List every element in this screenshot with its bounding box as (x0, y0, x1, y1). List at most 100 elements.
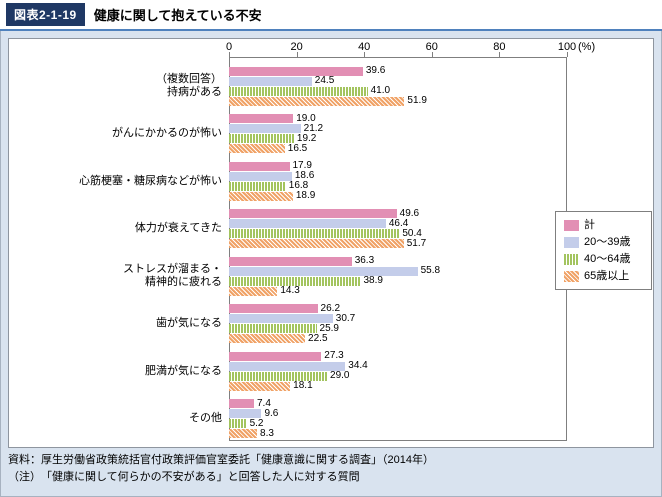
bar-計 (229, 161, 290, 171)
category-label: 歯が気になる (156, 317, 222, 329)
bar-row: 51.9 (229, 96, 567, 106)
x-axis-tick-label: 40 (358, 41, 371, 53)
bar-cluster: 17.9 18.6 16.8 18.9 (229, 161, 567, 201)
legend-label: 20～39歳 (584, 236, 631, 248)
bar-row: 34.4 (229, 361, 567, 371)
bar-value-label: 19.2 (296, 132, 317, 144)
bar-cluster: 19.0 21.2 19.2 16.5 (229, 112, 567, 154)
bar-value-label: 25.9 (319, 322, 339, 334)
bar-value-label: 30.7 (335, 312, 356, 324)
bar-value-label: 19.0 (296, 112, 316, 124)
bar-row: 41.0 (229, 86, 567, 96)
bar-value-label: 29.0 (330, 370, 350, 381)
bar-value-label: 16.5 (287, 142, 308, 154)
category-label: 体力が衰えてきた (134, 222, 222, 234)
bar-value-label: 49.6 (399, 207, 420, 219)
bar-20～39歳 (229, 266, 418, 276)
bar-row: 55.8 (229, 266, 567, 276)
bar-cluster: 39.6 24.5 41.0 51.9 (229, 66, 567, 106)
bar-row: 36.3 (229, 256, 567, 266)
bar-20～39歳 (229, 409, 262, 418)
bar-40～64歳 (229, 371, 328, 381)
category-group: がんにかかるのが怖い 19.0 21.2 19.2 16.5 (9, 112, 653, 154)
category-label: その他 (189, 412, 222, 424)
page-title: 健康に関して抱えている不安 (93, 8, 262, 23)
category-group: 体力が衰えてきた 49.6 46.4 50.4 51.7 (9, 207, 653, 249)
bar-row: 16.8 (229, 181, 567, 191)
bar-value-label: 34.4 (348, 360, 368, 371)
bar-20～39歳 (229, 171, 292, 181)
legend-swatch (564, 270, 579, 282)
bar-row: 38.9 (229, 276, 567, 286)
bar-20～39歳 (229, 219, 386, 228)
bar-cluster: 26.2 30.7 25.9 22.5 (229, 303, 567, 344)
legend-label: 65歳以上 (584, 270, 630, 282)
bar-groups: （複数回答） 持病がある 39.6 24.5 41.0 51.9 がんにかかるのが怖い 19.… (9, 57, 653, 446)
bar-row: 39.6 (229, 66, 567, 76)
bar-row: 30.7 (229, 312, 567, 324)
x-axis-tick-label: 0 (225, 41, 233, 53)
bar-cluster: 49.6 46.4 50.4 51.7 (229, 207, 567, 249)
category-label: ストレスが溜まる・ 精神的に疲れる (123, 263, 222, 288)
bar-row: 46.4 (229, 217, 567, 229)
legend-label: 40～64歳 (584, 253, 631, 265)
bar-row: 19.0 (229, 112, 567, 124)
bar-40～64歳 (229, 134, 294, 143)
bar-value-label: 39.6 (365, 65, 386, 76)
bar-65歳以上 (229, 334, 306, 343)
bar-40～64歳 (229, 181, 286, 191)
bar-row: 24.5 (229, 76, 567, 86)
bar-value-label: 9.6 (264, 407, 279, 419)
bar-計 (229, 351, 322, 361)
bar-value-label: 21.2 (303, 122, 324, 134)
bar-value-label: 46.4 (388, 217, 409, 229)
category-label: 肥満が気になる (145, 364, 222, 377)
bar-65歳以上 (229, 286, 278, 296)
legend-item: 計 (564, 219, 643, 231)
legend-swatch (564, 236, 579, 248)
bar-65歳以上 (229, 96, 405, 106)
legend: 計 20～39歳 40～64歳 65歳以上 (555, 211, 652, 290)
bar-20～39歳 (229, 314, 333, 323)
legend-item: 65歳以上 (564, 270, 643, 282)
bar-row: 16.5 (229, 142, 567, 154)
figure-number-badge: 図表2-1-19 (6, 3, 85, 26)
category-label: 心筋梗塞・糖尿病などが怖い (79, 174, 222, 187)
bar-value-label: 50.4 (402, 227, 422, 239)
bar-40～64歳 (229, 229, 400, 238)
bar-value-label: 7.4 (257, 397, 271, 409)
bar-20～39歳 (229, 124, 301, 133)
category-group: その他 7.4 9.6 5.2 8.3 (9, 397, 653, 439)
bar-65歳以上 (229, 239, 404, 248)
bar-65歳以上 (229, 429, 258, 438)
legend-swatch (564, 253, 579, 265)
legend-item: 40～64歳 (564, 253, 643, 265)
bar-計 (229, 209, 397, 218)
header: 図表2-1-19 健康に関して抱えている不安 (0, 0, 662, 31)
bar-cluster: 7.4 9.6 5.2 8.3 (229, 397, 567, 439)
category-group: ストレスが溜まる・ 精神的に疲れる 36.3 55.8 38.9 14.3 (9, 256, 653, 296)
bar-value-label: 24.5 (314, 75, 335, 86)
bar-row: 19.2 (229, 132, 567, 144)
x-axis-tick-label: 80 (493, 41, 506, 53)
source-note: 資料：厚生労働省政策統括官付政策評価官室委託「健康意識に関する調査」（2014年… (8, 454, 434, 466)
x-axis-tick-label: 20 (290, 41, 303, 53)
x-axis-unit-label: (%) (578, 41, 596, 53)
bar-65歳以上 (229, 381, 291, 391)
bar-cluster: 36.3 55.8 38.9 14.3 (229, 256, 567, 296)
bar-value-label: 18.9 (295, 190, 316, 201)
category-group: 歯が気になる 26.2 30.7 25.9 22.5 (9, 303, 653, 344)
bar-row: 14.3 (229, 286, 567, 296)
bar-value-label: 51.7 (406, 237, 427, 249)
legend-item: 20～39歳 (564, 236, 643, 248)
bar-value-label: 8.3 (260, 427, 274, 439)
bar-row: 9.6 (229, 407, 567, 419)
bar-row: 18.1 (229, 381, 567, 391)
bar-value-label: 55.8 (420, 265, 441, 276)
chart-panel: 0 20 40 60 80 100 (%) （複数回答） 持病がある 39.6 24.5 41.0 5… (8, 38, 654, 448)
bar-計 (229, 399, 254, 408)
bar-65歳以上 (229, 191, 293, 201)
x-axis-tick-label: 60 (425, 41, 438, 53)
bar-row: 18.6 (229, 171, 567, 181)
bar-value-label: 18.6 (294, 170, 315, 181)
